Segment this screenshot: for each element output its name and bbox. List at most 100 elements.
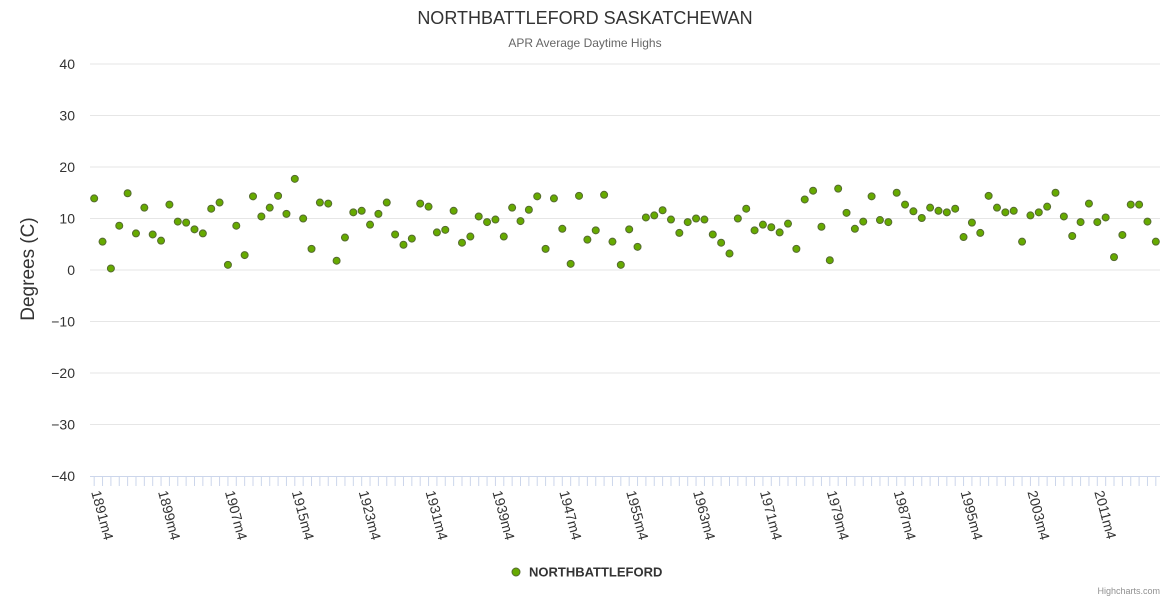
data-point[interactable] (457, 238, 466, 247)
data-point[interactable] (483, 218, 492, 227)
data-point[interactable] (1126, 200, 1135, 209)
data-point[interactable] (1101, 213, 1110, 222)
data-point[interactable] (407, 234, 416, 243)
data-point[interactable] (1084, 199, 1093, 208)
data-point[interactable] (934, 206, 943, 215)
data-point[interactable] (742, 204, 751, 213)
data-point[interactable] (290, 174, 299, 183)
data-point[interactable] (658, 206, 667, 215)
data-point[interactable] (1093, 218, 1102, 227)
data-point[interactable] (1059, 212, 1068, 221)
data-point[interactable] (641, 213, 650, 222)
data-point[interactable] (424, 202, 433, 211)
data-point[interactable] (834, 184, 843, 193)
data-point[interactable] (708, 230, 717, 239)
data-point[interactable] (616, 260, 625, 269)
data-point[interactable] (901, 200, 910, 209)
data-point[interactable] (533, 192, 542, 201)
legend[interactable]: NORTHBATTLEFORD (511, 565, 662, 580)
credits-link[interactable]: Highcharts.com (1097, 586, 1160, 596)
data-point[interactable] (207, 204, 216, 213)
data-point[interactable] (875, 216, 884, 225)
data-point[interactable] (1034, 208, 1043, 217)
data-point[interactable] (909, 207, 918, 216)
data-point[interactable] (1076, 218, 1085, 227)
data-point[interactable] (190, 225, 199, 234)
data-point[interactable] (608, 237, 617, 246)
data-point[interactable] (549, 194, 558, 203)
data-point[interactable] (817, 222, 826, 231)
data-point[interactable] (591, 226, 600, 235)
data-point[interactable] (349, 208, 358, 217)
data-point[interactable] (1018, 237, 1027, 246)
data-point[interactable] (541, 244, 550, 253)
legend-marker-icon[interactable] (511, 567, 521, 577)
data-point[interactable] (600, 190, 609, 199)
data-point[interactable] (198, 229, 207, 238)
data-point[interactable] (416, 199, 425, 208)
data-point[interactable] (257, 212, 266, 221)
data-point[interactable] (131, 229, 140, 238)
data-point[interactable] (984, 191, 993, 200)
data-point[interactable] (508, 203, 517, 212)
data-point[interactable] (809, 186, 818, 195)
data-point[interactable] (942, 208, 951, 217)
data-point[interactable] (1135, 200, 1144, 209)
data-point[interactable] (633, 242, 642, 251)
data-point[interactable] (516, 217, 525, 226)
data-point[interactable] (1118, 230, 1127, 239)
data-point[interactable] (1026, 211, 1035, 220)
data-point[interactable] (223, 260, 232, 269)
data-point[interactable] (1051, 188, 1060, 197)
data-point[interactable] (675, 228, 684, 237)
data-point[interactable] (967, 218, 976, 227)
data-point[interactable] (307, 244, 316, 253)
data-point[interactable] (558, 224, 567, 233)
data-point[interactable] (374, 209, 383, 218)
data-point[interactable] (148, 230, 157, 239)
data-point[interactable] (850, 224, 859, 233)
data-point[interactable] (842, 208, 851, 217)
data-point[interactable] (792, 244, 801, 253)
data-point[interactable] (976, 228, 985, 237)
data-point[interactable] (892, 188, 901, 197)
data-point[interactable] (992, 203, 1001, 212)
data-point[interactable] (750, 226, 759, 235)
data-point[interactable] (775, 228, 784, 237)
data-point[interactable] (265, 203, 274, 212)
data-point[interactable] (1043, 202, 1052, 211)
data-point[interactable] (157, 236, 166, 245)
data-point[interactable] (98, 237, 107, 246)
data-point[interactable] (357, 206, 366, 215)
data-point[interactable] (650, 211, 659, 220)
data-point[interactable] (700, 215, 709, 224)
data-point[interactable] (340, 233, 349, 242)
data-point[interactable] (140, 203, 149, 212)
data-point[interactable] (800, 195, 809, 204)
data-point[interactable] (165, 200, 174, 209)
data-point[interactable] (232, 221, 241, 230)
data-point[interactable] (115, 221, 124, 230)
data-point[interactable] (959, 233, 968, 242)
series-points[interactable] (90, 174, 1160, 273)
data-point[interactable] (524, 205, 533, 214)
data-point[interactable] (90, 194, 99, 203)
data-point[interactable] (332, 256, 341, 265)
data-point[interactable] (884, 218, 893, 227)
data-point[interactable] (449, 206, 458, 215)
data-point[interactable] (926, 203, 935, 212)
data-point[interactable] (432, 228, 441, 237)
data-point[interactable] (566, 259, 575, 268)
data-point[interactable] (575, 191, 584, 200)
data-point[interactable] (499, 232, 508, 241)
data-point[interactable] (692, 214, 701, 223)
data-point[interactable] (917, 213, 926, 222)
data-point[interactable] (625, 225, 634, 234)
data-point[interactable] (725, 249, 734, 258)
data-point[interactable] (315, 198, 324, 207)
data-point[interactable] (1068, 232, 1077, 241)
data-point[interactable] (1110, 253, 1119, 262)
data-point[interactable] (1009, 206, 1018, 215)
data-point[interactable] (399, 240, 408, 249)
data-point[interactable] (441, 225, 450, 234)
